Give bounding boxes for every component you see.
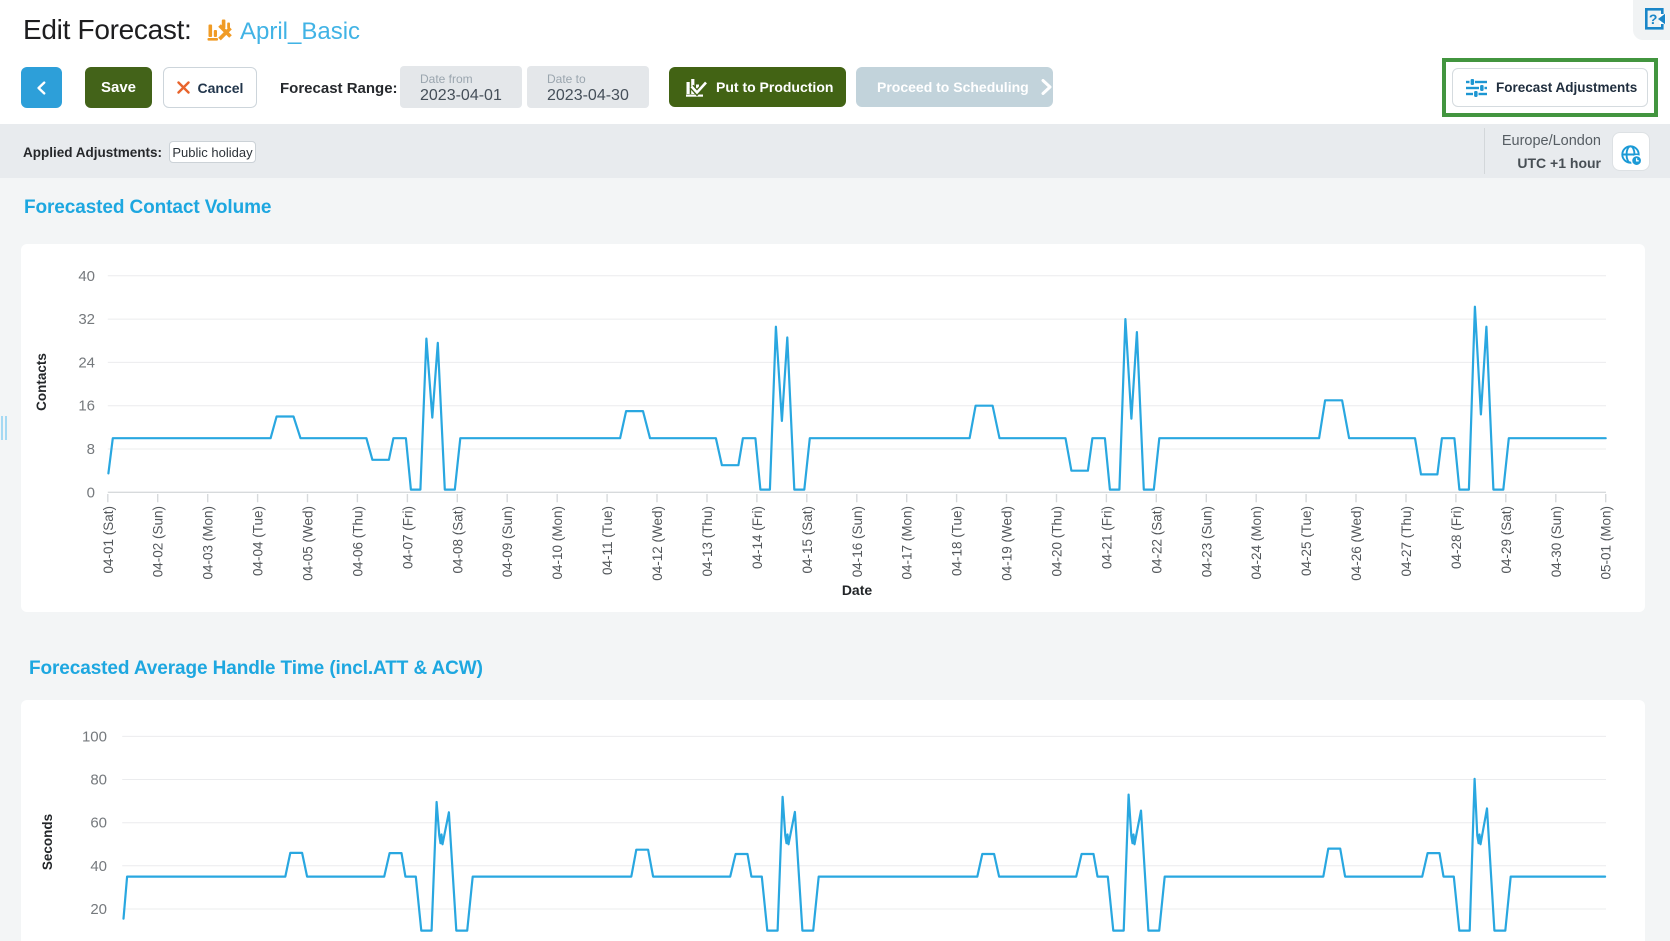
svg-text:04-22 (Sat): 04-22 (Sat) — [1149, 506, 1164, 574]
svg-text:04-24 (Mon): 04-24 (Mon) — [1249, 506, 1264, 580]
svg-text:04-13 (Thu): 04-13 (Thu) — [700, 506, 715, 577]
svg-text:04-11 (Tue): 04-11 (Tue) — [600, 506, 615, 575]
svg-text:04-23 (Sun): 04-23 (Sun) — [1199, 506, 1214, 577]
svg-text:16: 16 — [78, 398, 95, 415]
svg-text:04-21 (Fri): 04-21 (Fri) — [1099, 506, 1114, 569]
svg-text:04-20 (Thu): 04-20 (Thu) — [1050, 506, 1065, 577]
svg-text:04-18 (Tue): 04-18 (Tue) — [950, 506, 965, 576]
svg-text:?: ? — [1649, 11, 1658, 27]
svg-text:8: 8 — [87, 441, 95, 458]
svg-text:24: 24 — [78, 354, 95, 371]
svg-text:Date: Date — [842, 582, 873, 598]
svg-text:04-28 (Fri): 04-28 (Fri) — [1449, 506, 1464, 569]
svg-text:04-02 (Sun): 04-02 (Sun) — [151, 506, 166, 577]
svg-text:04-14 (Fri): 04-14 (Fri) — [750, 506, 765, 569]
svg-text:40: 40 — [78, 268, 95, 285]
svg-text:04-06 (Thu): 04-06 (Thu) — [350, 506, 365, 577]
svg-text:80: 80 — [90, 772, 107, 789]
svg-text:04-03 (Mon): 04-03 (Mon) — [201, 506, 216, 580]
svg-text:Seconds: Seconds — [40, 814, 55, 870]
svg-text:04-05 (Wed): 04-05 (Wed) — [301, 506, 316, 581]
svg-text:04-16 (Sun): 04-16 (Sun) — [850, 506, 865, 577]
svg-text:04-07 (Fri): 04-07 (Fri) — [400, 506, 415, 569]
svg-text:04-12 (Wed): 04-12 (Wed) — [650, 506, 665, 581]
svg-text:04-27 (Thu): 04-27 (Thu) — [1399, 506, 1414, 577]
svg-text:04-30 (Sun): 04-30 (Sun) — [1549, 506, 1564, 577]
svg-text:04-08 (Sat): 04-08 (Sat) — [450, 506, 465, 574]
svg-text:04-15 (Sat): 04-15 (Sat) — [800, 506, 815, 574]
svg-text:20: 20 — [90, 901, 107, 918]
svg-text:04-25 (Tue): 04-25 (Tue) — [1299, 506, 1314, 576]
svg-text:40: 40 — [90, 858, 107, 875]
svg-text:04-29 (Sat): 04-29 (Sat) — [1499, 506, 1514, 574]
svg-text:05-01 (Mon): 05-01 (Mon) — [1599, 506, 1614, 580]
svg-text:0: 0 — [87, 484, 95, 501]
svg-text:04-01 (Sat): 04-01 (Sat) — [101, 506, 116, 574]
svg-text:04-26 (Wed): 04-26 (Wed) — [1349, 506, 1364, 581]
svg-text:04-17 (Mon): 04-17 (Mon) — [900, 506, 915, 580]
svg-text:04-19 (Wed): 04-19 (Wed) — [1000, 506, 1015, 581]
svg-text:04-09 (Sun): 04-09 (Sun) — [500, 506, 515, 577]
svg-text:04-04 (Tue): 04-04 (Tue) — [251, 506, 266, 576]
svg-text:60: 60 — [90, 815, 107, 832]
svg-text:32: 32 — [78, 311, 95, 328]
svg-text:Contacts: Contacts — [34, 353, 49, 411]
svg-text:100: 100 — [82, 728, 107, 745]
svg-text:04-10 (Mon): 04-10 (Mon) — [550, 506, 565, 580]
